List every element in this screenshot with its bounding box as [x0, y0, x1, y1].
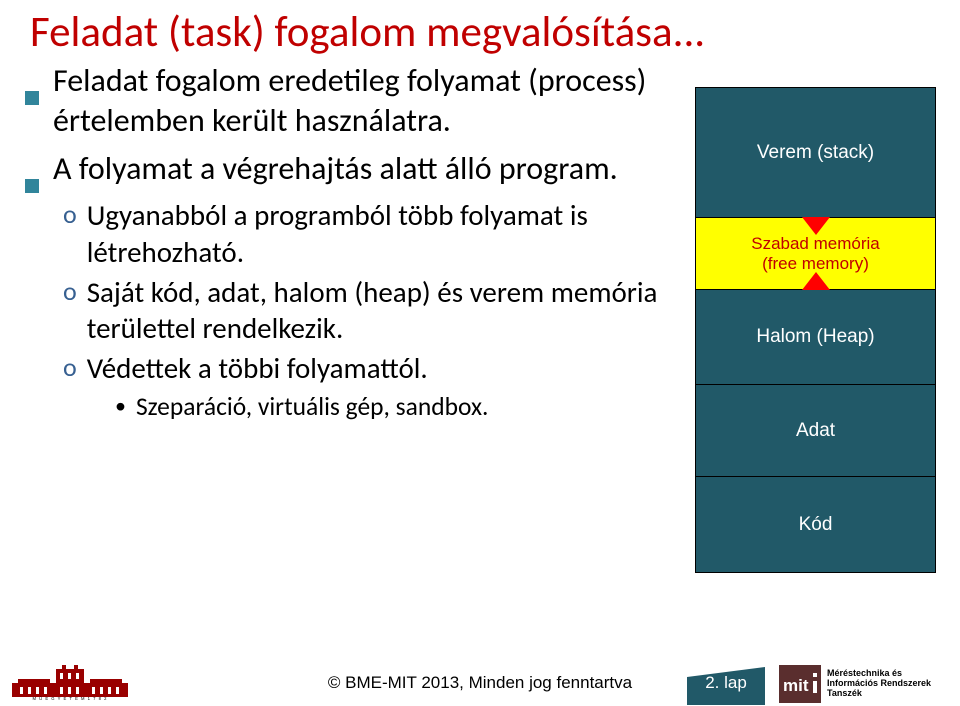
bullet-item: Feladat fogalom eredetileg folyamat (pro…	[25, 61, 677, 141]
footer-left-logo: M Ű E G Y E T E M 1 7 8 2	[0, 665, 130, 701]
circle-bullet-icon: o	[63, 350, 77, 385]
slide-footer: M Ű E G Y E T E M 1 7 8 2 © BME-MIT 2013…	[0, 661, 960, 705]
svg-text:M Ű E G Y E T E M 1 7 8 2: M Ű E G Y E T E M 1 7 8 2	[33, 696, 108, 701]
segment-label: Verem (stack)	[757, 142, 874, 164]
segment-label: Adat	[796, 420, 835, 442]
bullet-item: o Védettek a többi folyamattól.	[63, 350, 677, 386]
arrow-up-icon	[802, 272, 830, 290]
dot-bullet-icon: •	[115, 391, 126, 422]
bullet-item: o Saját kód, adat, halom (heap) és verem…	[63, 274, 677, 347]
memory-layout-box: Verem (stack) Szabad memória (free memor…	[695, 87, 936, 573]
bullet-item: A folyamat a végrehajtás alatt álló prog…	[25, 149, 677, 189]
segment-code: Kód	[696, 477, 935, 572]
svg-text:mit: mit	[783, 676, 809, 695]
segment-label: Halom (Heap)	[756, 326, 874, 348]
segment-stack: Verem (stack)	[696, 88, 935, 218]
bullet-item: o Ugyanabból a programból több folyamat …	[63, 197, 677, 270]
bullet-text: Ugyanabból a programból több folyamat is…	[87, 197, 677, 270]
arrow-down-icon	[802, 217, 830, 235]
slide: Feladat (task) fogalom megvalósítása... …	[0, 0, 960, 705]
segment-label: Kód	[799, 514, 833, 536]
page-number-text: 2. lap	[705, 673, 747, 705]
bullet-text: A folyamat a végrehajtás alatt álló prog…	[53, 149, 618, 189]
square-bullet-icon	[25, 75, 39, 89]
square-bullet-icon	[25, 163, 39, 177]
mit-logo-icon: mit	[779, 665, 821, 703]
bullet-text: Feladat fogalom eredetileg folyamat (pro…	[53, 61, 677, 141]
dept-line: Tanszék	[827, 689, 952, 699]
footer-copyright: © BME-MIT 2013, Minden jog fenntartva	[328, 673, 632, 693]
bullet-text: Védettek a többi folyamattól.	[87, 350, 428, 386]
memory-diagram: Verem (stack) Szabad memória (free memor…	[695, 59, 940, 661]
circle-bullet-icon: o	[63, 197, 77, 232]
bullet-text: Szeparáció, virtuális gép, sandbox.	[136, 391, 489, 423]
bullet-item: • Szeparáció, virtuális gép, sandbox.	[115, 391, 677, 423]
circle-bullet-icon: o	[63, 274, 77, 309]
segment-label: Szabad memória	[751, 234, 880, 254]
slide-title: Feladat (task) fogalom megvalósítása...	[0, 0, 960, 59]
segment-free-memory: Szabad memória (free memory)	[696, 218, 935, 290]
mit-department-block: mit Méréstechnika és Információs Rendsze…	[779, 665, 952, 703]
segment-heap: Halom (Heap)	[696, 290, 935, 385]
segment-data: Adat	[696, 385, 935, 477]
department-name: Méréstechnika és Információs Rendszerek …	[827, 669, 952, 699]
slide-body: Feladat fogalom eredetileg folyamat (pro…	[0, 59, 960, 661]
bme-building-icon: M Ű E G Y E T E M 1 7 8 2	[10, 665, 130, 701]
bullet-column: Feladat fogalom eredetileg folyamat (pro…	[25, 59, 677, 661]
segment-label: (free memory)	[762, 254, 869, 274]
page-number-badge: 2. lap	[687, 665, 765, 705]
bullet-text: Saját kód, adat, halom (heap) és verem m…	[87, 274, 677, 347]
